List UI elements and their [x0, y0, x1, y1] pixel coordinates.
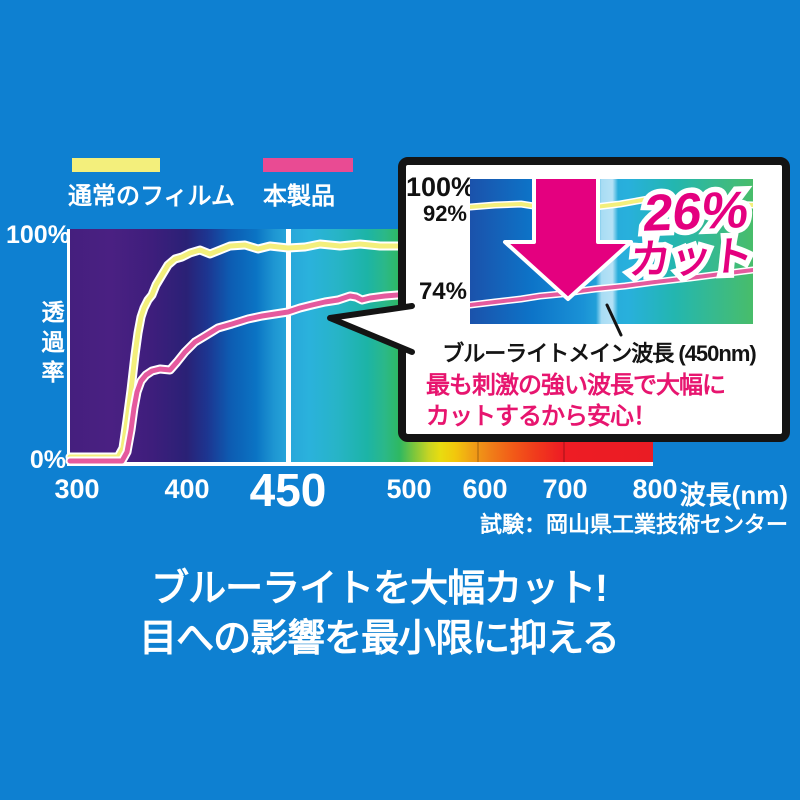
y-axis-min-label: 0%: [29, 446, 66, 474]
zoom-callout-box: 100% 92% 74% 26% 26% カット カット: [398, 157, 790, 442]
blue-light-wavelength-label: ブルーライトメイン波長 (450nm): [442, 341, 756, 366]
y-axis-max-label: 100%: [6, 221, 70, 249]
x-tick-300: 300: [54, 474, 100, 504]
y-axis-title: 透過率: [38, 300, 64, 390]
transmittance-curves: [65, 239, 415, 466]
callout-92-percent-label: 92%: [422, 201, 467, 226]
x-axis-unit-label: 波長(nm): [679, 480, 788, 510]
callout-74-percent-label: 74%: [418, 278, 467, 305]
x-tick-700: 700: [542, 474, 588, 504]
x-tick-450: 450: [249, 464, 327, 516]
callout-pink-text-line2: カットするから安心！: [426, 403, 657, 430]
product-curve: [67, 291, 413, 464]
legend-swatch-normal-film: [72, 158, 160, 172]
cut-word-fill: カット: [627, 232, 756, 284]
cut-down-arrow-icon: [503, 179, 633, 301]
normal-film-curve: [67, 241, 413, 460]
x-tick-600: 600: [462, 474, 508, 504]
x-tick-500: 500: [386, 474, 432, 504]
cut-percentage-badge: 26% 26% カット カット: [621, 176, 767, 289]
x-tick-400: 400: [164, 474, 210, 504]
callout-tail-shape: [327, 303, 415, 355]
legend-label-product: 本製品: [263, 183, 335, 210]
cut-word: カット カット: [621, 227, 762, 288]
headline-line2: 目への影響を最小限に抑える: [139, 618, 620, 660]
zoomed-curves: [470, 179, 753, 309]
callout-100-percent-label: 100%: [406, 172, 476, 202]
zoomed-450nm-chart: [470, 179, 753, 324]
legend-label-normal-film: 通常のフィルム: [68, 183, 236, 210]
450nm-marker-line: [286, 229, 291, 462]
callout-tail: [327, 303, 415, 355]
callout-pink-text-line1: 最も刺激の強い波長で大幅に: [426, 372, 726, 399]
headline-line1: ブルーライトを大幅カット!: [151, 568, 608, 610]
headline: ブルーライトを大幅カット! 目への影響を最小限に抑える: [0, 564, 758, 664]
cut-value: 26% 26%: [625, 176, 767, 249]
test-institution-note: 試験：岡山県工業技術センター: [479, 512, 788, 537]
zoom-product-curve: [470, 268, 753, 307]
legend-swatch-product: [263, 158, 353, 172]
x-tick-800: 800: [632, 474, 678, 504]
